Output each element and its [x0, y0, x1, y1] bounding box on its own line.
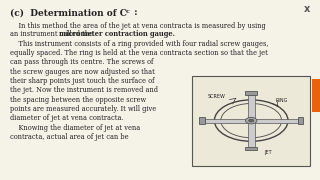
Text: contracta, actual area of jet can be: contracta, actual area of jet can be: [10, 133, 128, 141]
Text: their sharp points just touch the surface of: their sharp points just touch the surfac…: [10, 77, 154, 85]
Bar: [298, 117, 303, 124]
Bar: [251, 119, 298, 123]
Text: x: x: [303, 4, 310, 15]
Text: JET: JET: [264, 150, 272, 155]
Circle shape: [249, 119, 254, 122]
Text: the jet. Now the instrument is removed and: the jet. Now the instrument is removed a…: [10, 86, 157, 94]
Text: can pass through its centre. The screws of: can pass through its centre. The screws …: [10, 58, 153, 66]
Text: Knowing the diameter of jet at vena: Knowing the diameter of jet at vena: [10, 124, 140, 132]
Bar: [199, 117, 205, 124]
Text: an instrument called the: an instrument called the: [10, 30, 95, 38]
Text: points are measured accurately. It will give: points are measured accurately. It will …: [10, 105, 156, 113]
Bar: [312, 79, 320, 112]
Text: micrometer contraction gauge.: micrometer contraction gauge.: [59, 30, 174, 38]
Text: In this method the area of the jet at vena contracta is measured by using: In this method the area of the jet at ve…: [10, 22, 265, 30]
Text: SCREW: SCREW: [208, 94, 226, 99]
Text: diameter of jet at vena contracta.: diameter of jet at vena contracta.: [10, 114, 123, 122]
Text: equally spaced. The ring is held at the vena contracta section so that the jet: equally spaced. The ring is held at the …: [10, 49, 268, 57]
Bar: [245, 147, 257, 150]
Text: the spacing between the opposite screw: the spacing between the opposite screw: [10, 96, 146, 104]
Text: This instrument consists of a ring provided with four radial screw gauges,: This instrument consists of a ring provi…: [10, 40, 268, 48]
Bar: [192, 76, 310, 166]
Text: RING: RING: [275, 98, 288, 103]
Text: (c)  Determination of C: (c) Determination of C: [10, 8, 126, 17]
Text: c: c: [125, 9, 129, 14]
Bar: [248, 121, 255, 147]
Circle shape: [245, 117, 257, 124]
Bar: [245, 91, 257, 95]
Text: :: :: [131, 8, 137, 17]
Bar: [205, 119, 251, 123]
Text: the screw gauges are now adjusted so that: the screw gauges are now adjusted so tha…: [10, 68, 155, 76]
Bar: [248, 94, 255, 121]
